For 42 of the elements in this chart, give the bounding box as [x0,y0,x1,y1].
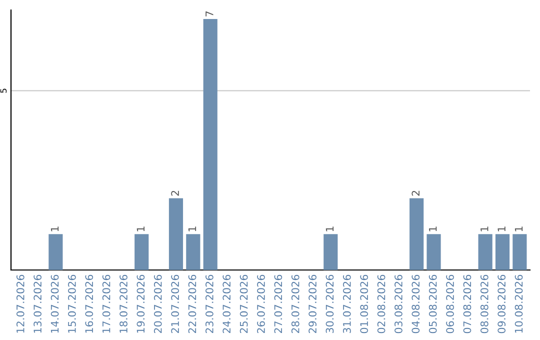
x-tick-label: 14.07.2026 [50,274,59,333]
data-label: 1 [514,226,523,232]
data-label: 1 [480,226,488,232]
x-tick-label: 05.08.2026 [428,274,437,334]
x-tick-label: 09.08.2026 [498,274,506,334]
x-tick-label: 02.08.2026 [377,274,386,334]
x-tick-label: 23.07.2026 [205,274,214,334]
y-tick-label: 5 [0,88,7,93]
data-label: 1 [50,226,59,232]
data-label: 1 [498,226,506,232]
data-label: 1 [136,226,144,232]
x-tick-label: 22.07.2026 [188,274,196,334]
x-tick-label: 13.07.2026 [34,274,42,333]
x-tick-label: 16.07.2026 [85,274,94,333]
data-label: 2 [171,190,179,196]
x-tick-label: 24.07.2026 [222,274,231,334]
x-tick-label: 18.07.2026 [120,274,128,333]
x-tick-label: 28.07.2026 [291,274,300,334]
x-tick-label: 29.07.2026 [308,274,316,334]
x-tick-label: 10.08.2026 [514,274,523,333]
x-tick-label: 06.08.2026 [446,274,454,334]
data-label: 1 [429,226,437,232]
x-tick-label: 27.07.2026 [274,274,282,334]
data-label: 1 [188,226,196,232]
x-tick-label: 26.07.2026 [257,274,265,334]
data-label: 2 [412,190,420,196]
data-label: 1 [326,226,334,232]
x-tick-label: 15.07.2026 [68,274,76,333]
data-label: 7 [206,11,214,16]
x-tick-label: 31.07.2026 [342,274,351,334]
x-tick-label: 19.07.2026 [136,274,145,333]
x-tick-label: 03.08.2026 [394,274,402,334]
x-tick-label: 21.07.2026 [171,274,180,334]
x-tick-label: 07.08.2026 [463,274,472,334]
x-tick-label: 20.07.2026 [154,274,162,334]
x-tick-label: 25.07.2026 [240,274,248,334]
x-tick-label: 04.08.2026 [412,274,420,334]
x-tick-label: 17.07.2026 [102,274,110,333]
x-tick-label: 12.07.2026 [16,274,24,333]
x-tick-label: 01.08.2026 [360,274,368,334]
x-tick-label: 30.07.2026 [326,274,334,334]
x-tick-label: 08.08.2026 [480,274,488,334]
